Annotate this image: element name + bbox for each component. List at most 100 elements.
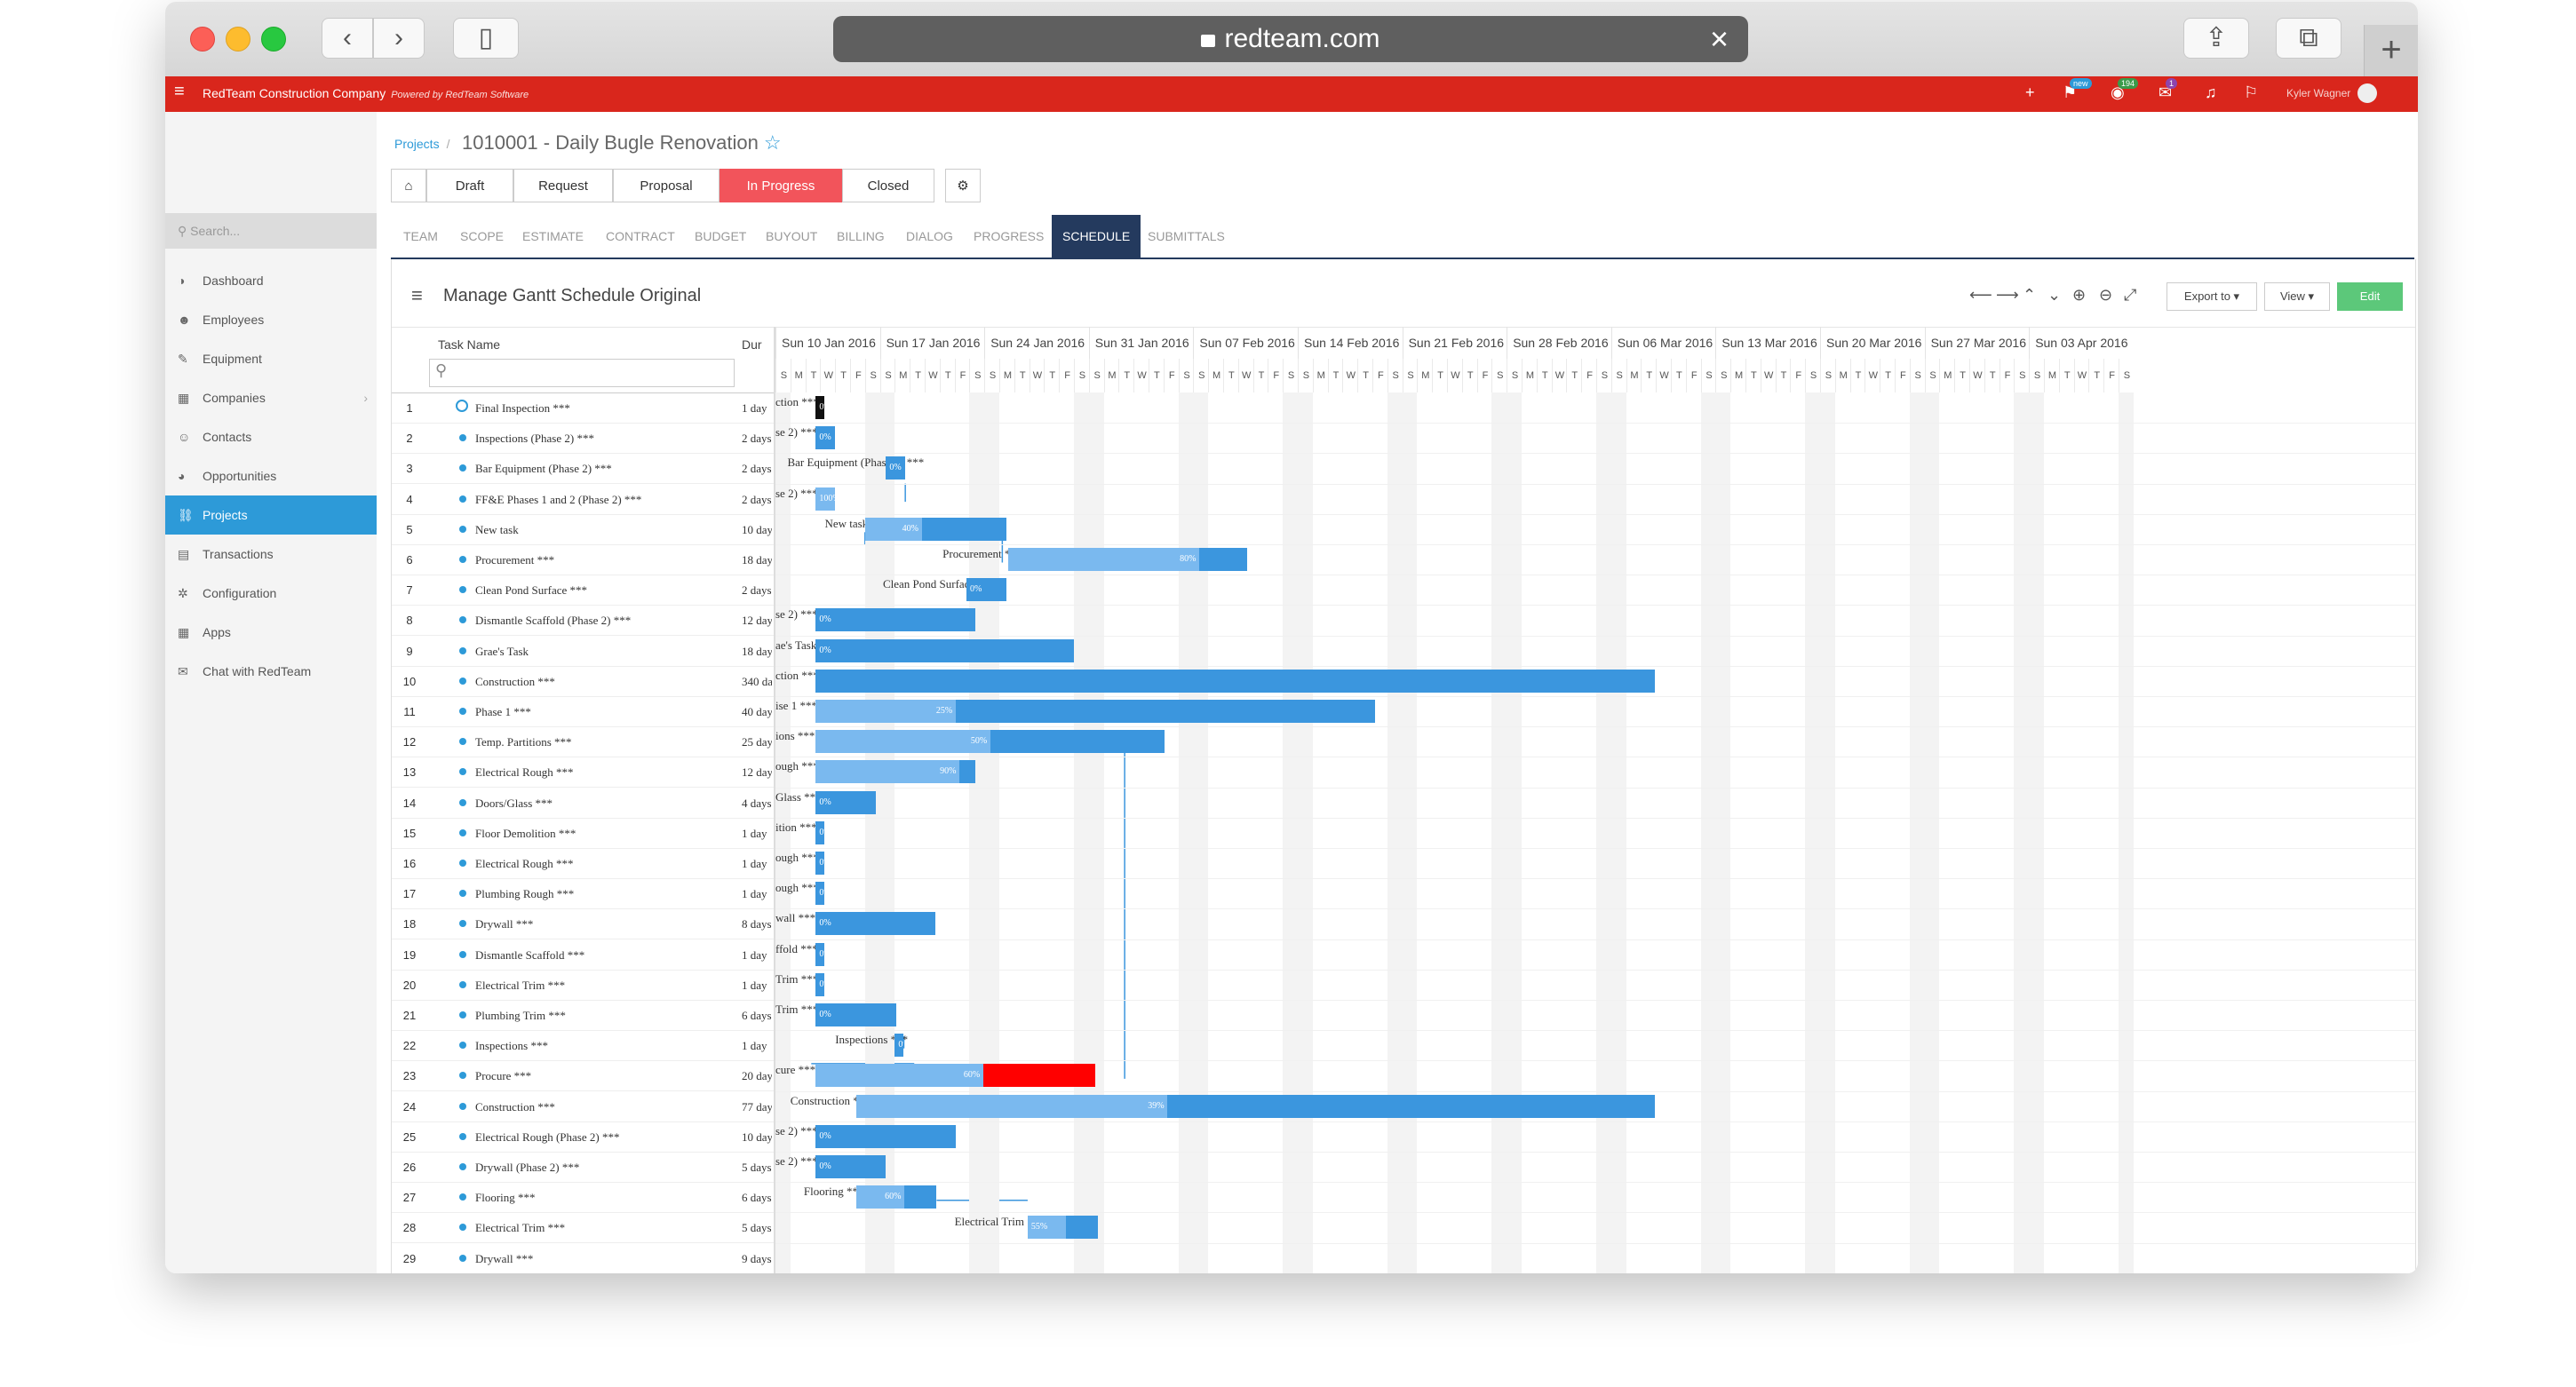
tab-progress[interactable]: PROGRESS — [974, 229, 1045, 243]
zoom-in-icon[interactable]: ⊕ — [2072, 286, 2087, 304]
task-name[interactable]: Construction *** — [475, 1099, 555, 1114]
task-bar[interactable]: 0% — [966, 578, 1007, 602]
sidebar-search-input[interactable]: ⚲ Search... — [165, 213, 377, 249]
table-row[interactable]: 16 Electrical Rough *** 1 day — [392, 848, 774, 879]
zoom-out-icon[interactable]: ⊖ — [2099, 286, 2113, 304]
task-name[interactable]: Plumbing Trim *** — [475, 1009, 566, 1022]
task-bar[interactable]: 0% — [894, 1034, 904, 1058]
table-row[interactable]: 3 Bar Equipment (Phase 2) *** 2 days — [392, 453, 774, 485]
task-bar[interactable]: 60% — [815, 1064, 1095, 1088]
task-name[interactable]: Drywall (Phase 2) *** — [475, 1161, 580, 1174]
task-bar[interactable]: 0% — [815, 396, 825, 419]
sidebar-item-chat[interactable]: ✉ Chat with RedTeam — [165, 652, 377, 691]
task-bar[interactable]: 0% — [815, 638, 1074, 662]
task-name[interactable]: FF&E Phases 1 and 2 (Phase 2) *** — [475, 492, 642, 506]
task-name[interactable]: Inspections (Phase 2) *** — [475, 432, 594, 446]
task-bar[interactable]: 25% — [815, 700, 1376, 723]
stage-in-progress[interactable]: In Progress — [720, 169, 842, 202]
tab-schedule[interactable]: SCHEDULE — [1052, 215, 1141, 258]
hamburger-icon[interactable]: ≡ — [411, 284, 423, 306]
task-name[interactable]: Doors/Glass *** — [475, 796, 553, 810]
table-row[interactable]: 24 Construction *** 77 days — [392, 1091, 774, 1122]
sidebar-item-opportunities[interactable]: ◕ Opportunities — [165, 456, 377, 495]
task-bar[interactable]: 50% — [815, 730, 1165, 754]
table-row[interactable]: 13 Electrical Rough *** 12 days — [392, 757, 774, 789]
task-bar[interactable] — [815, 669, 1655, 693]
minimize-window-button[interactable] — [226, 27, 250, 52]
tabs-overview-icon[interactable]: ⧉ — [2276, 18, 2341, 59]
view-dropdown[interactable]: View ▾ — [2264, 282, 2330, 311]
task-name[interactable]: Electrical Rough *** — [475, 857, 574, 870]
task-bar[interactable]: 0% — [815, 608, 976, 632]
task-bar[interactable]: 100% — [815, 487, 836, 511]
sidebar-item-equipment[interactable]: ✎ Equipment — [165, 339, 377, 378]
table-row[interactable]: 7 Clean Pond Surface *** 2 days — [392, 575, 774, 606]
task-name[interactable]: New task — [475, 522, 519, 536]
task-bar[interactable]: 80% — [1008, 548, 1247, 571]
task-bar[interactable]: 0% — [815, 790, 876, 814]
column-duration[interactable]: Dur — [742, 337, 762, 352]
table-row[interactable]: 17 Plumbing Rough *** 1 day — [392, 878, 774, 910]
table-row[interactable]: 20 Electrical Trim *** 1 day — [392, 970, 774, 1001]
notifications-icon[interactable]: ◉ 194 — [2111, 78, 2139, 102]
task-name[interactable]: Electrical Trim *** — [475, 978, 566, 992]
task-name[interactable]: Procure *** — [475, 1069, 532, 1083]
table-row[interactable]: 18 Drywall *** 8 days — [392, 908, 774, 940]
sidebar-item-transactions[interactable]: ▤ Transactions — [165, 535, 377, 574]
sidebar-item-employees[interactable]: ☻ Employees — [165, 300, 377, 339]
task-bar[interactable]: 0% — [886, 456, 906, 480]
task-name[interactable]: Drywall *** — [475, 917, 534, 931]
edit-button[interactable]: Edit — [2337, 282, 2403, 311]
tab-estimate[interactable]: ESTIMATE — [522, 229, 584, 243]
tab-team[interactable]: TEAM — [403, 229, 438, 243]
table-row[interactable]: 12 Temp. Partitions *** 25 days — [392, 726, 774, 758]
task-name[interactable]: Construction *** — [475, 674, 555, 688]
expand-icon[interactable]: ⌄ — [2047, 286, 2062, 304]
task-name[interactable]: Clean Pond Surface *** — [475, 583, 588, 598]
task-bar[interactable]: 0% — [815, 912, 935, 936]
tab-scope[interactable]: SCOPE — [460, 229, 505, 243]
stage-request[interactable]: Request — [513, 169, 613, 202]
bell-icon[interactable]: ♫ — [2205, 83, 2217, 101]
table-row[interactable]: 4 FF&E Phases 1 and 2 (Phase 2) *** 2 days — [392, 484, 774, 515]
table-row[interactable]: 10 Construction *** 340 days — [392, 666, 774, 697]
task-bar[interactable]: 0% — [815, 426, 836, 450]
back-icon[interactable]: ‹ — [322, 18, 373, 59]
task-bar[interactable]: 0% — [815, 1003, 897, 1026]
task-bar[interactable]: 0% — [815, 972, 825, 996]
breadcrumb-projects-link[interactable]: Projects — [394, 137, 440, 151]
table-row[interactable]: 6 Procurement *** 18 days — [392, 544, 774, 575]
menu-icon[interactable]: ≡ — [174, 82, 185, 101]
table-row[interactable]: 25 Electrical Rough (Phase 2) *** 10 days — [392, 1121, 774, 1153]
task-bar[interactable]: 39% — [855, 1094, 1655, 1118]
tab-billing[interactable]: BILLING — [837, 229, 885, 243]
table-row[interactable]: 29 Drywall *** 9 days — [392, 1243, 774, 1273]
stage-draft[interactable]: Draft — [426, 169, 513, 202]
flag-icon[interactable]: ⚐ — [2244, 83, 2259, 101]
sidebar-item-projects[interactable]: ⛓ Projects — [165, 495, 377, 535]
table-row[interactable]: 14 Doors/Glass *** 4 days — [392, 788, 774, 819]
task-bar[interactable]: 0% — [815, 820, 825, 844]
url-bar[interactable]: redteam.com × — [833, 16, 1748, 62]
add-icon[interactable]: + — [2025, 83, 2035, 101]
tab-submittals[interactable]: SUBMITTALS — [1148, 229, 1225, 243]
messages-icon[interactable]: ✉ 1 — [2159, 78, 2178, 102]
fullscreen-icon[interactable]: ⤢ — [2124, 286, 2137, 304]
task-name[interactable]: Dismantle Scaffold (Phase 2) *** — [475, 614, 632, 628]
avatar[interactable] — [2357, 83, 2377, 103]
stage-closed[interactable]: Closed — [842, 169, 934, 202]
task-bar[interactable]: 0% — [815, 1155, 886, 1178]
zoom-window-button[interactable] — [261, 27, 286, 52]
table-row[interactable]: 28 Electrical Trim *** 5 days — [392, 1212, 774, 1244]
task-name[interactable]: Plumbing Rough *** — [475, 887, 575, 901]
task-name[interactable]: Phase 1 *** — [475, 705, 531, 718]
task-bar[interactable]: 40% — [864, 517, 1007, 541]
table-row[interactable]: 9 Grae's Task 18 days — [392, 636, 774, 667]
sidebar-item-companies[interactable]: ▦ Companies › — [165, 378, 377, 417]
column-task-name[interactable]: Task Name — [438, 337, 501, 352]
task-name[interactable]: Electrical Trim *** — [475, 1221, 566, 1235]
task-name[interactable]: Floor Demolition *** — [475, 826, 576, 840]
task-bar[interactable]: 60% — [855, 1185, 937, 1209]
table-row[interactable]: 8 Dismantle Scaffold (Phase 2) *** 12 days — [392, 605, 774, 637]
table-row[interactable]: 26 Drywall (Phase 2) *** 5 days — [392, 1152, 774, 1183]
